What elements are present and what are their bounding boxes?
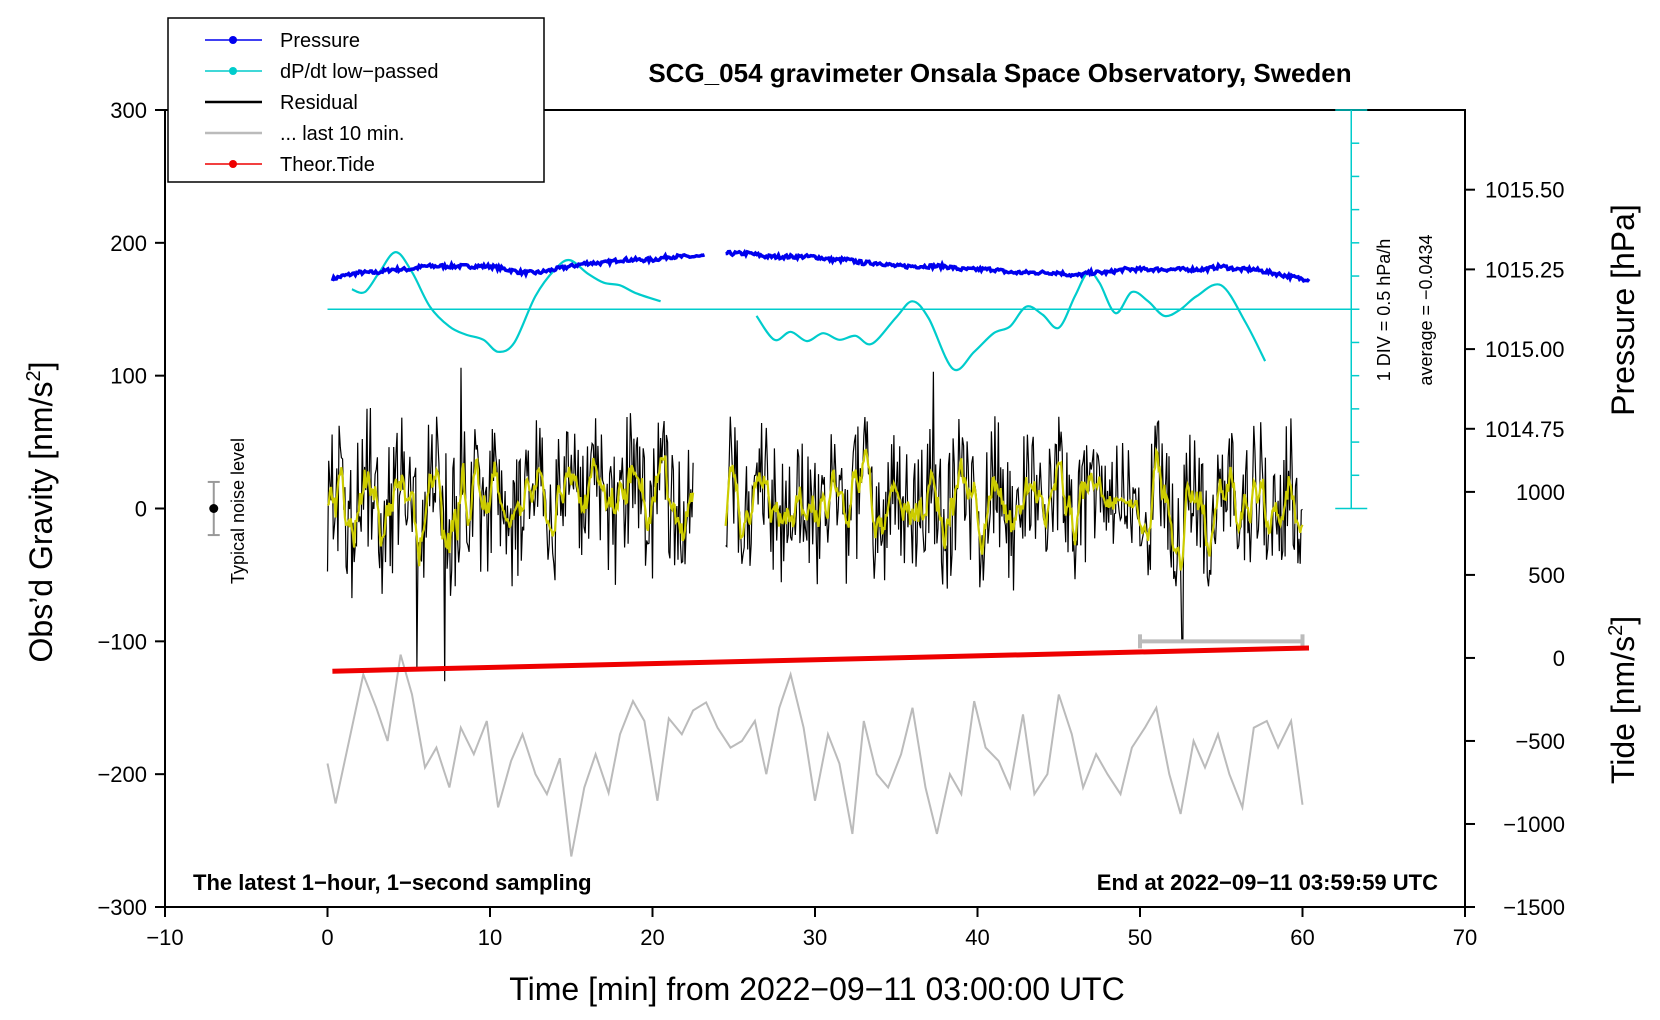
x-tick-label: 70 bbox=[1453, 925, 1477, 950]
y-tick-label: 0 bbox=[135, 497, 147, 522]
pressure-line bbox=[725, 248, 1311, 284]
x-axis-title: Time [min] from 2022−09−11 03:00:00 UTC bbox=[509, 971, 1124, 1007]
legend-box bbox=[167, 17, 545, 183]
annotations bbox=[207, 109, 1368, 537]
residual-smoothed-line bbox=[326, 455, 695, 567]
residual-line bbox=[326, 367, 694, 682]
footer-right-text: End at 2022−09−11 03:59:59 UTC bbox=[1097, 870, 1438, 895]
legend: Pressure dP/dt low−passed Residual ... last… bbox=[167, 17, 545, 183]
pressure-tick-label: 1014.75 bbox=[1485, 417, 1565, 442]
tide-axis-title: Tide [nm/s2] bbox=[1605, 616, 1641, 784]
legend-entries: Pressure dP/dt low−passed Residual ... last… bbox=[205, 30, 438, 176]
y-axis-title-close: ] bbox=[23, 362, 59, 371]
y-tick-label: 100 bbox=[110, 364, 147, 389]
scale-average-note: average = −0.0434 bbox=[1416, 234, 1436, 385]
y-tick-label: −200 bbox=[97, 762, 147, 787]
noise-level-label: Typical noise level bbox=[228, 438, 248, 584]
tide-tick-label: −1000 bbox=[1503, 812, 1565, 837]
pressure-axis-title: Pressure [hPa] bbox=[1605, 204, 1641, 416]
x-tick-label: 0 bbox=[321, 925, 333, 950]
tide-axis-title-sup: 2 bbox=[1605, 625, 1627, 636]
tide-tick-label: 500 bbox=[1528, 563, 1565, 588]
legend-label: dP/dt low−passed bbox=[280, 61, 438, 83]
legend-label: ... last 10 min. bbox=[280, 123, 405, 145]
y-tick-label: 300 bbox=[110, 98, 147, 123]
tide-axis-title-main: Tide [nm/s bbox=[1605, 636, 1641, 784]
legend-marker bbox=[229, 67, 237, 75]
x-tick-label: 60 bbox=[1290, 925, 1314, 950]
x-tick-label: 20 bbox=[640, 925, 664, 950]
x-tick-label: 30 bbox=[803, 925, 827, 950]
legend-marker bbox=[229, 36, 237, 44]
y-axis-title-main: Obs’d Gravity [nm/s bbox=[23, 382, 59, 663]
axis-ticks: −10 0 10 20 30 40 50 60 703002001000−100−200−300… bbox=[97, 98, 1565, 950]
y-tick-label: −100 bbox=[97, 629, 147, 654]
pressure-tick-label: 1015.50 bbox=[1485, 178, 1565, 203]
x-tick-label: −10 bbox=[146, 925, 183, 950]
scale-div-note: 1 DIV = 0.5 hPa/h bbox=[1374, 239, 1394, 382]
pressure-tick-label: 1015.25 bbox=[1485, 257, 1565, 282]
residual-smoothed-line bbox=[724, 446, 1304, 571]
tide-tick-label: 1000 bbox=[1516, 480, 1565, 505]
x-tick-label: 50 bbox=[1128, 925, 1152, 950]
legend-label: Theor.Tide bbox=[280, 154, 375, 176]
chart-title: SCG_054 gravimeter Onsala Space Observat… bbox=[648, 58, 1351, 88]
y-tick-label: −300 bbox=[97, 895, 147, 920]
footer-left-text: The latest 1−hour, 1−second sampling bbox=[193, 870, 592, 895]
tide-axis-title-close: ] bbox=[1605, 616, 1641, 625]
dpdt-line bbox=[351, 250, 661, 353]
x-tick-label: 40 bbox=[965, 925, 989, 950]
tide-tick-label: 0 bbox=[1553, 646, 1565, 671]
y-axis-title-sup: 2 bbox=[23, 370, 45, 381]
y-tick-label: 200 bbox=[110, 231, 147, 256]
x-tick-label: 10 bbox=[478, 925, 502, 950]
pressure-tick-label: 1015.00 bbox=[1485, 337, 1565, 362]
pressure-line bbox=[330, 251, 706, 282]
dpdt-line bbox=[755, 270, 1267, 372]
tide-tick-label: −500 bbox=[1515, 729, 1565, 754]
y-axis-title: Obs’d Gravity [nm/s2] bbox=[23, 362, 59, 663]
tide-gray-line bbox=[326, 654, 1304, 857]
legend-label: Residual bbox=[280, 92, 358, 114]
legend-label: Pressure bbox=[280, 30, 360, 52]
tide-tick-label: −1500 bbox=[1503, 895, 1565, 920]
theor-tide-line bbox=[332, 645, 1310, 674]
legend-marker bbox=[229, 160, 237, 168]
noise-point bbox=[209, 504, 219, 513]
residual-line bbox=[725, 371, 1303, 642]
data-series bbox=[326, 248, 1360, 857]
